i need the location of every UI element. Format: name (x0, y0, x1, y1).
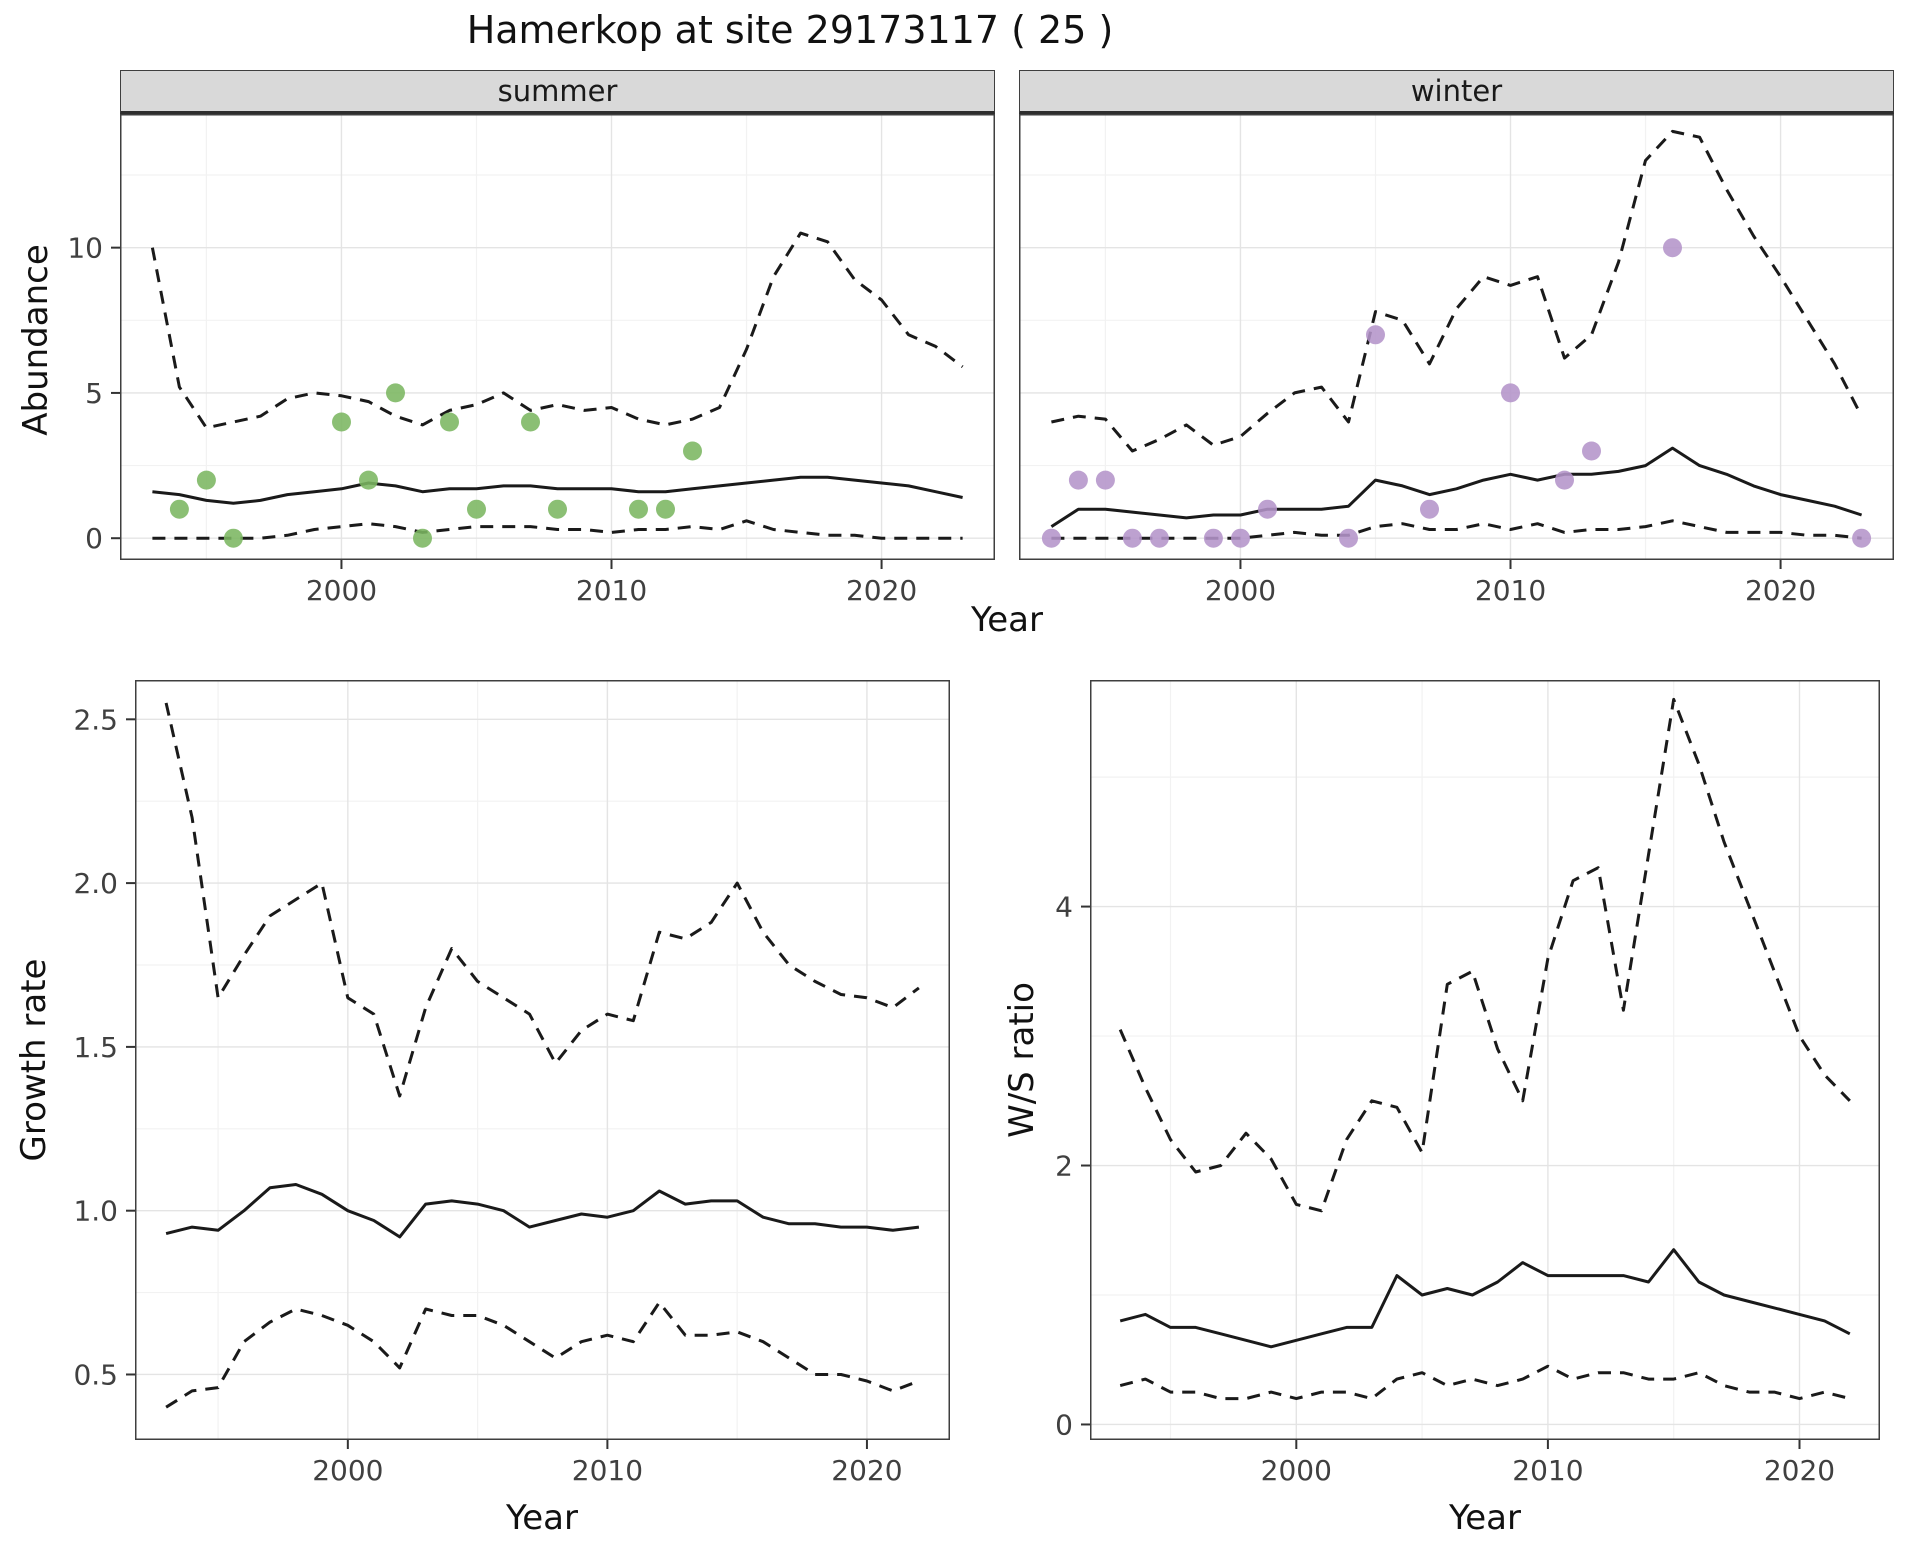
observation-point (440, 412, 459, 432)
observation-point (1258, 499, 1277, 519)
observation-point (521, 412, 540, 432)
lower-ci-line (152, 519, 963, 540)
upper-ci-line (164, 702, 920, 1098)
major-gridlines (120, 114, 995, 560)
major-gridlines (135, 680, 950, 1440)
axis-ticks: 2000 2010 2020 0 5 10 (67, 232, 917, 607)
minor-gridlines (135, 680, 950, 1440)
observed-counts-summer (169, 383, 702, 548)
x-tick-label: 2000 (1261, 1454, 1332, 1487)
y-tick-label: 0 (85, 522, 103, 555)
observation-point (413, 528, 432, 548)
observation-point (1852, 528, 1872, 548)
ws-ratio-x-axis-title: Year (1449, 1498, 1521, 1538)
x-tick-label: 2010 (576, 574, 647, 607)
axis-ticks: 2000 2010 2020 0 2 4 (1055, 891, 1835, 1487)
observation-point (1231, 528, 1250, 548)
upper-ci-line (150, 231, 964, 430)
median-line (165, 1183, 920, 1239)
y-tick-label: 0 (1055, 1408, 1073, 1441)
ws-ratio-chart: 2000 2010 2020 0 2 4 (1055, 680, 1880, 1487)
observation-point (1149, 528, 1169, 548)
growth-rate-y-axis-title: Growth rate (14, 958, 54, 1162)
x-tick-label: 2000 (1205, 574, 1276, 607)
y-tick-label: 1.5 (73, 1031, 118, 1064)
observed-counts-winter (1041, 238, 1872, 548)
y-tick-label: 10 (67, 232, 103, 265)
upper-ci-line (1051, 129, 1863, 453)
observation-point (467, 499, 486, 519)
facet-strip-summer: summer (120, 70, 995, 114)
figure-title: Hamerkop at site 29173117 ( 25 ) (466, 8, 1114, 52)
observation-point (1366, 325, 1385, 345)
facet-label-summer: summer (497, 74, 618, 108)
winter-abundance-chart: 2000 2010 2020 (1019, 114, 1894, 607)
minor-gridlines (120, 114, 995, 560)
median-line (1050, 446, 1863, 528)
facet-label-winter: winter (1410, 74, 1503, 108)
growth-rate-x-axis-title: Year (506, 1498, 578, 1538)
observation-point (548, 499, 567, 519)
x-tick-label: 2020 (1745, 574, 1816, 607)
x-tick-label: 2010 (1512, 1454, 1583, 1487)
observation-point (386, 383, 405, 403)
lower-ci-line (1119, 1364, 1851, 1401)
observation-point (1122, 528, 1142, 548)
observation-point (1501, 383, 1520, 403)
panel-border (1019, 114, 1894, 560)
upper-ci-line (1118, 697, 1851, 1213)
lower-ci-line (1051, 519, 1862, 540)
observation-point (1041, 528, 1061, 548)
y-tick-label: 2.5 (73, 703, 118, 736)
x-tick-label: 2020 (1764, 1454, 1835, 1487)
y-tick-label: 0.5 (73, 1358, 118, 1391)
observation-point (223, 528, 243, 548)
observation-point (656, 499, 675, 519)
x-tick-label: 2020 (831, 1454, 902, 1487)
abundance-x-axis-title: Year (971, 600, 1043, 640)
panel-border (135, 680, 950, 1440)
observation-point (1203, 528, 1223, 548)
observation-point (332, 412, 351, 432)
y-tick-label: 2.0 (73, 867, 118, 900)
x-tick-label: 2010 (572, 1454, 643, 1487)
y-tick-label: 2 (1055, 1150, 1073, 1183)
y-tick-label: 5 (85, 377, 103, 410)
panel-border (120, 114, 995, 560)
observation-point (1339, 528, 1358, 548)
observation-point (683, 441, 702, 461)
axis-ticks: 2000 2010 2020 (1205, 560, 1816, 607)
observation-point (1068, 470, 1088, 490)
observation-point (169, 499, 189, 519)
observation-point (196, 470, 216, 490)
growth-rate-chart: 2000 2010 2020 0.5 1.0 1.5 2.0 2.5 (73, 680, 950, 1487)
observation-point (359, 470, 378, 490)
abundance-y-axis-title: Abundance (16, 244, 56, 436)
x-tick-label: 2000 (306, 574, 377, 607)
x-tick-label: 2020 (846, 574, 917, 607)
median-line (1119, 1248, 1851, 1349)
x-tick-label: 2000 (312, 1454, 383, 1487)
observation-point (629, 499, 648, 519)
summer-abundance-chart: 2000 2010 2020 0 5 10 (67, 114, 995, 607)
panel-border (1090, 680, 1880, 1440)
x-tick-label: 2010 (1475, 574, 1546, 607)
lower-ci-line (165, 1300, 920, 1409)
observation-point (1663, 238, 1682, 258)
facet-strip-winter: winter (1019, 70, 1894, 114)
y-tick-label: 1.0 (73, 1195, 118, 1228)
observation-point (1582, 441, 1601, 461)
observation-point (1095, 470, 1115, 490)
observation-point (1555, 470, 1574, 490)
y-tick-label: 4 (1055, 891, 1073, 924)
observation-point (1420, 499, 1439, 519)
ws-ratio-y-axis-title: W/S ratio (1002, 982, 1042, 1138)
median-line (152, 475, 963, 505)
minor-gridlines (1090, 680, 1880, 1440)
axis-ticks: 2000 2010 2020 0.5 1.0 1.5 2.0 2.5 (73, 703, 902, 1487)
major-gridlines (1090, 680, 1880, 1440)
minor-gridlines (1019, 114, 1894, 560)
major-gridlines (1019, 114, 1894, 560)
